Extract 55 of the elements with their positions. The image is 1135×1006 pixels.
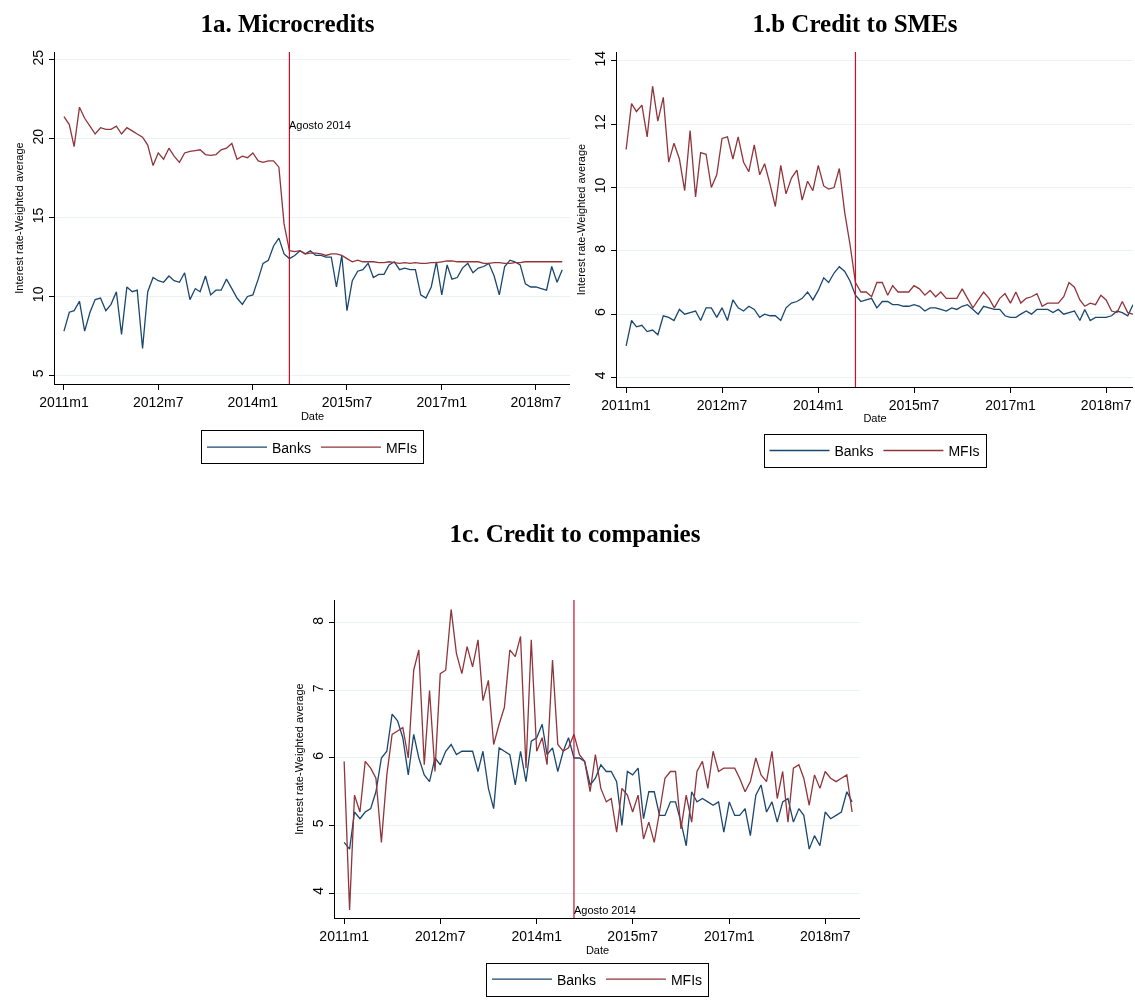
legend-label: MFIs: [948, 442, 980, 459]
line-series: [63, 237, 563, 350]
legend-label: MFIs: [385, 439, 418, 456]
chart-title: 1.b Credit to SMEs: [752, 9, 958, 37]
x-tick-label: 2012m7: [696, 396, 748, 413]
x-tick-label: 2012m7: [132, 393, 184, 410]
y-tick-label: 10: [592, 177, 609, 194]
line-series: [625, 266, 1133, 347]
y-tick-label: 12: [592, 114, 609, 130]
y-tick-label: 4: [310, 886, 327, 895]
y-tick-label: 20: [30, 128, 47, 145]
y-axis-title: Interest rate-Weighted average: [13, 142, 26, 294]
x-tick-label: 2018m7: [799, 927, 851, 944]
x-axis-title: Date: [585, 943, 610, 956]
y-tick-label: 6: [592, 307, 609, 316]
y-tick-label: 5: [310, 819, 327, 828]
x-tick-label: 2018m7: [1080, 396, 1132, 413]
x-tick-label: 2014m1: [511, 927, 563, 944]
x-tick-label: 2014m1: [792, 396, 844, 413]
y-tick-label: 4: [592, 371, 609, 380]
legend-label: MFIs: [670, 971, 703, 988]
x-axis-title: Date: [300, 409, 325, 422]
ref-line-label: Agosto 2014: [574, 904, 636, 916]
line-series: [343, 713, 853, 850]
y-tick-label: 10: [30, 286, 47, 303]
x-tick-label: 2015m7: [888, 396, 940, 413]
legend-label: Banks: [834, 442, 874, 459]
x-tick-label: 2017m1: [416, 393, 468, 410]
x-tick-label: 2017m1: [985, 396, 1036, 413]
y-tick-label: 15: [30, 207, 47, 224]
x-axis-title: Date: [863, 412, 887, 424]
y-tick-label: 14: [592, 50, 609, 67]
y-tick-label: 8: [592, 244, 609, 253]
x-tick-label: 2014m1: [227, 393, 279, 410]
y-tick-label: 25: [30, 49, 47, 66]
x-tick-label: 2018m7: [510, 393, 562, 410]
y-axis-title: Interest rate-Weighted average: [293, 683, 306, 835]
y-axis-title: Interest rate-Weighted average: [575, 143, 588, 296]
line-series: [625, 85, 1133, 315]
line-series: [63, 106, 563, 264]
x-tick-label: 2015m7: [607, 927, 659, 944]
x-tick-label: 2015m7: [321, 393, 373, 410]
x-tick-label: 2011m1: [39, 393, 89, 410]
y-tick-label: 5: [30, 369, 47, 378]
x-tick-label: 2017m1: [703, 927, 755, 944]
x-tick-label: 2012m7: [414, 927, 466, 944]
y-tick-label: 7: [310, 684, 327, 693]
chart-title: 1c. Credit to companies: [449, 519, 701, 547]
x-tick-label: 2011m1: [601, 396, 652, 413]
legend-label: Banks: [557, 971, 596, 988]
x-tick-label: 2011m1: [319, 927, 370, 944]
chart-title: 1a. Microcredits: [200, 9, 375, 37]
legend-label: Banks: [272, 439, 311, 456]
y-tick-label: 8: [310, 616, 327, 625]
y-tick-label: 6: [310, 751, 327, 760]
